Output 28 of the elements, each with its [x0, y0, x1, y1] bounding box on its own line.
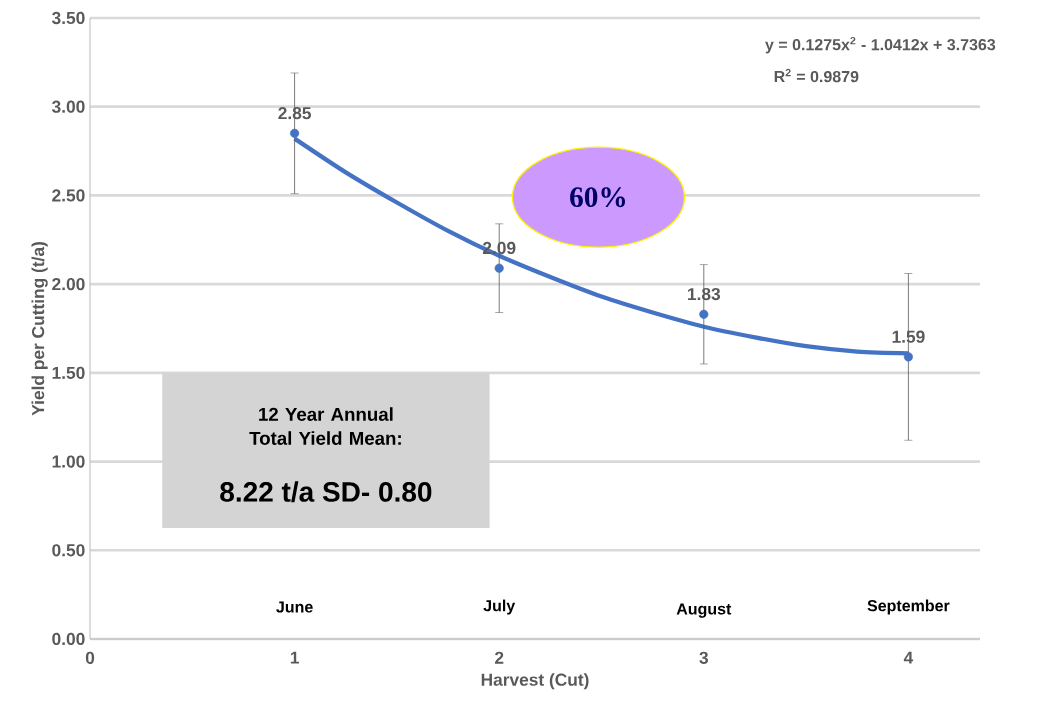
annotation: September: [867, 599, 950, 615]
annotation: August: [676, 603, 732, 618]
x-axis-title: Harvest (Cut): [481, 673, 589, 690]
x-tick-label: 2: [494, 651, 504, 664]
y-tick-label: 2.00: [52, 277, 85, 291]
point: [290, 128, 300, 138]
annotation: R$^{2}$ = 0.9879: [774, 68, 859, 83]
y-tick-label: 1.50: [52, 366, 85, 379]
annotation: June: [276, 601, 313, 613]
point: [699, 309, 709, 319]
y-axis-title: Yield per Cutting (t/a): [31, 242, 48, 416]
y-tick-label: 2.50: [52, 189, 85, 202]
annotation: 60%: [570, 187, 626, 208]
x-tick-label: 0: [85, 651, 95, 664]
y-tick-label: 0.50: [52, 544, 85, 557]
annotation: y = 0.1275x$^{2}$ - 1.0412x + 3.7363: [765, 36, 996, 54]
annotation: 12 Year Annual Total Yield Mean:: [249, 407, 401, 445]
y-tick-label: 1.00: [52, 455, 85, 468]
y-tick-label: 3.50: [51, 11, 85, 25]
annotation: July: [483, 599, 516, 615]
annotation: 8.22 t/a SD- 0.80: [220, 481, 432, 503]
x-tick-label: 4: [903, 651, 914, 664]
point: [903, 352, 913, 362]
x-tick-label: 3: [699, 651, 708, 664]
y-tick-label: 3.00: [51, 100, 85, 113]
point: [494, 263, 504, 273]
x-tick-label: 1: [290, 651, 299, 664]
y-tick-label: 0.00: [52, 632, 85, 646]
